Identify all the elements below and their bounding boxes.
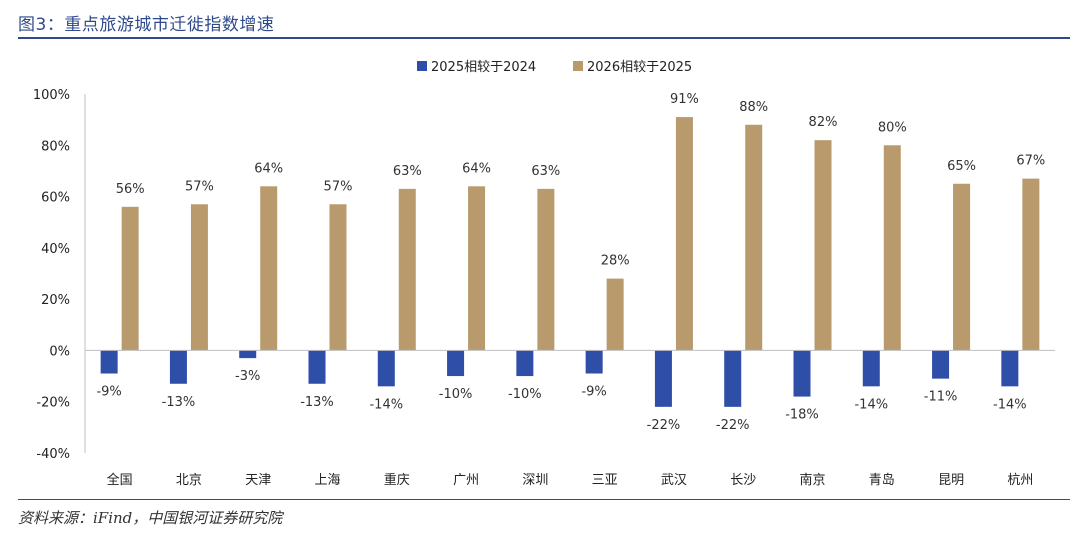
bar-2025-vs-2024 <box>862 350 880 387</box>
data-label-2025-vs-2024: -10% <box>439 387 473 402</box>
bar-2026-vs-2025 <box>329 204 347 351</box>
chart-canvas: 100% 80% 60% 40% 20% 0% -20% -40% -9% 56% 全国 -13% 57… <box>33 60 1055 488</box>
bar-2026-vs-2025 <box>1022 178 1040 351</box>
data-label-2025-vs-2024: -14% <box>854 397 888 412</box>
data-label-2026-vs-2025: 57% <box>185 179 214 194</box>
data-label-2025-vs-2024: -14% <box>369 397 403 412</box>
footer-rule <box>18 499 1070 500</box>
bar-2026-vs-2025 <box>468 186 486 351</box>
chart-title: 图3：重点旅游城市迁徙指数增速 <box>18 15 275 35</box>
data-label-2026-vs-2025: 63% <box>531 164 560 179</box>
x-tick-label: 深圳 <box>522 473 548 488</box>
data-label-2026-vs-2025: 88% <box>739 100 768 115</box>
x-tick-label: 天津 <box>245 473 271 488</box>
bar-2025-vs-2024 <box>239 350 257 359</box>
bar-2026-vs-2025 <box>883 145 901 351</box>
data-label-2025-vs-2024: -3% <box>235 369 260 384</box>
y-tick-label: 20% <box>41 293 70 308</box>
bar-2026-vs-2025 <box>190 204 208 351</box>
bar-2025-vs-2024 <box>308 350 326 384</box>
data-label-2025-vs-2024: -13% <box>162 395 196 410</box>
bar-2025-vs-2024 <box>1001 350 1019 387</box>
data-label-2025-vs-2024: -14% <box>993 397 1027 412</box>
legend-label-2026-vs-2025: 2026相较于2025 <box>587 60 692 75</box>
data-label-2026-vs-2025: 80% <box>878 120 907 135</box>
legend-swatch-2025-vs-2024 <box>417 61 427 71</box>
data-label-2026-vs-2025: 57% <box>324 179 353 194</box>
data-label-2025-vs-2024: -13% <box>300 395 334 410</box>
bar-2025-vs-2024 <box>585 350 603 374</box>
y-tick-label: -20% <box>36 396 70 411</box>
data-label-2025-vs-2024: -22% <box>647 418 681 433</box>
bar-2026-vs-2025 <box>953 183 971 351</box>
data-label-2026-vs-2025: 65% <box>947 159 976 174</box>
bar-2026-vs-2025 <box>675 117 693 351</box>
data-label-2026-vs-2025: 28% <box>601 254 630 269</box>
x-tick-label: 三亚 <box>592 473 618 488</box>
data-label-2026-vs-2025: 82% <box>809 115 838 130</box>
bar-2025-vs-2024 <box>654 350 672 407</box>
data-label-2026-vs-2025: 64% <box>462 161 491 176</box>
x-tick-label: 上海 <box>314 473 340 488</box>
x-tick-label: 全国 <box>107 472 133 488</box>
data-label-2025-vs-2024: -22% <box>716 418 750 433</box>
data-label-2025-vs-2024: -9% <box>581 385 606 400</box>
bar-2026-vs-2025 <box>398 188 416 351</box>
x-tick-label: 青岛 <box>869 472 895 488</box>
legend-label-2025-vs-2024: 2025相较于2024 <box>431 60 536 75</box>
x-tick-label: 北京 <box>176 473 202 488</box>
legend-swatch-2026-vs-2025 <box>573 61 583 71</box>
bar-2026-vs-2025 <box>537 188 555 351</box>
x-tick-label: 广州 <box>453 473 479 488</box>
bar-2025-vs-2024 <box>169 350 187 384</box>
x-tick-label: 长沙 <box>730 473 756 488</box>
y-tick-label: 80% <box>41 139 70 154</box>
y-tick-label: -40% <box>36 447 70 462</box>
data-label-2026-vs-2025: 56% <box>116 182 145 197</box>
bar-2025-vs-2024 <box>516 350 534 377</box>
bar-2025-vs-2024 <box>793 350 811 397</box>
x-tick-label: 武汉 <box>661 473 687 488</box>
data-label-2025-vs-2024: -10% <box>508 387 542 402</box>
bar-2026-vs-2025 <box>814 140 832 351</box>
bar-2025-vs-2024 <box>724 350 742 407</box>
bar-2026-vs-2025 <box>745 124 763 351</box>
data-label-2026-vs-2025: 67% <box>1016 154 1045 169</box>
bar-2026-vs-2025 <box>121 206 139 351</box>
title-rule <box>18 37 1070 39</box>
x-tick-label: 杭州 <box>1007 473 1033 488</box>
bar-2025-vs-2024 <box>377 350 395 387</box>
y-tick-label: 40% <box>41 242 70 257</box>
y-tick-label: 100% <box>33 88 70 103</box>
source-note: 资料来源：iFind，中国银河证券研究院 <box>18 509 283 527</box>
data-label-2025-vs-2024: -18% <box>785 408 819 423</box>
bar-2026-vs-2025 <box>260 186 278 351</box>
bar-2025-vs-2024 <box>447 350 465 377</box>
data-label-2026-vs-2025: 63% <box>393 164 422 179</box>
bar-2025-vs-2024 <box>100 350 118 374</box>
x-tick-label: 昆明 <box>938 473 964 488</box>
bar-2025-vs-2024 <box>932 350 950 379</box>
data-label-2026-vs-2025: 91% <box>670 92 699 107</box>
y-tick-label: 60% <box>41 191 70 206</box>
x-tick-label: 南京 <box>799 472 825 488</box>
data-label-2025-vs-2024: -9% <box>96 385 121 400</box>
data-label-2025-vs-2024: -11% <box>924 390 958 405</box>
data-label-2026-vs-2025: 64% <box>254 161 283 176</box>
x-tick-label: 重庆 <box>384 472 410 488</box>
y-tick-label: 0% <box>49 344 70 359</box>
bar-2026-vs-2025 <box>606 278 624 351</box>
